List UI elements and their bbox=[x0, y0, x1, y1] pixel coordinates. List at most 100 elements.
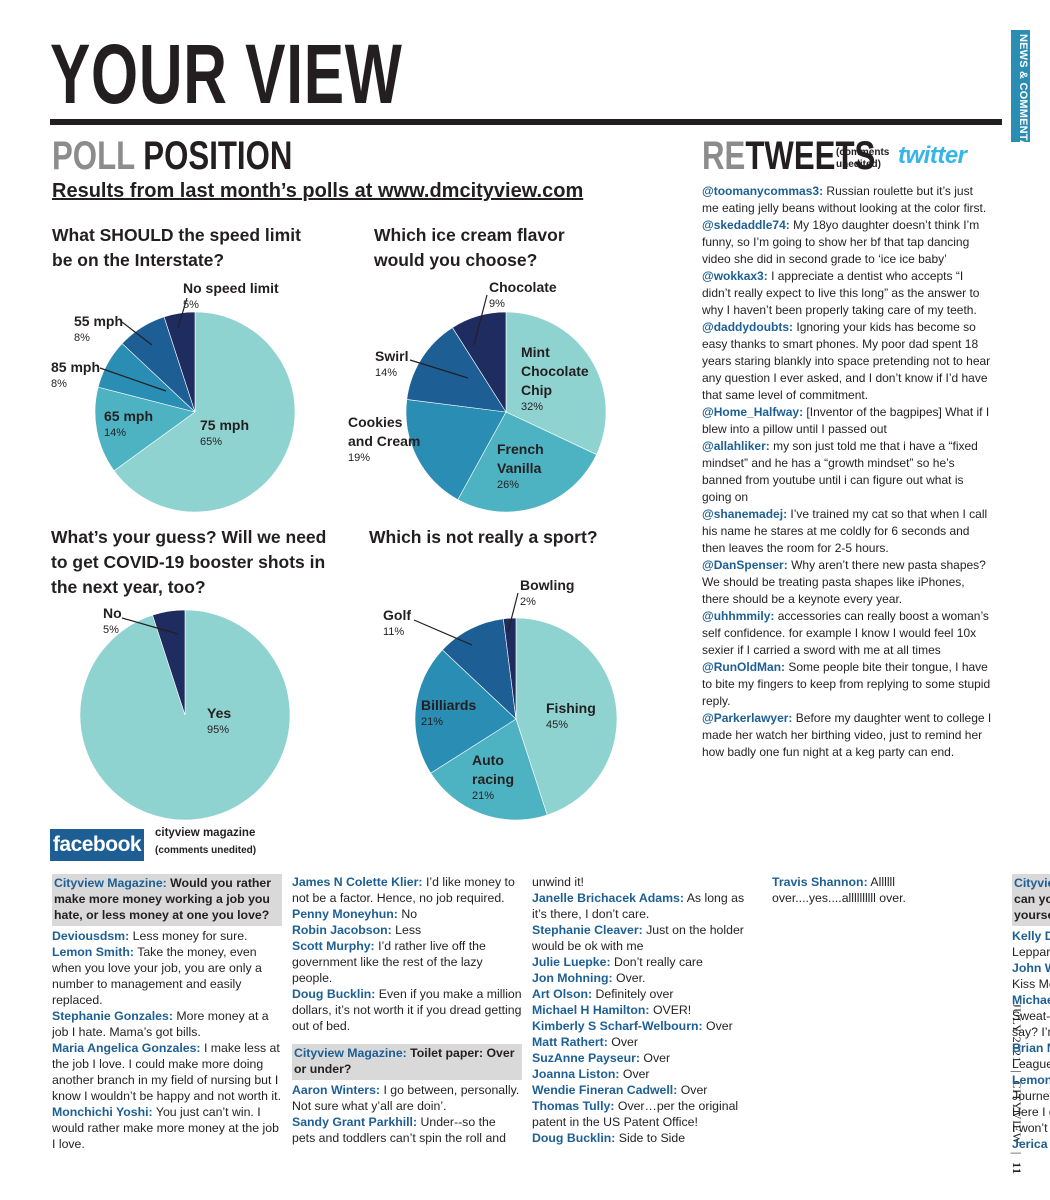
comment: Travis Shannon: Allllll over....yes....a… bbox=[772, 874, 1002, 906]
slice-label: Fishing 45% bbox=[546, 699, 626, 733]
comment-text: Over…per the original patent in the US P… bbox=[532, 1099, 739, 1129]
tweet-text: Ignoring your kids has become so easy th… bbox=[702, 320, 991, 402]
tweet-handle: @shanemadej: bbox=[702, 507, 788, 521]
tweet-handle: @toomanycommas3: bbox=[702, 184, 824, 198]
slice-label: French Vanilla 26% bbox=[497, 440, 577, 493]
slice-label: Cookies and Cream 19% bbox=[348, 413, 428, 466]
retweets-title-light: RE bbox=[702, 134, 746, 178]
poll-title-bold: POSITION bbox=[143, 134, 293, 178]
header-rule bbox=[50, 119, 1002, 125]
comment-author: Robin Jacobson: bbox=[292, 923, 392, 937]
question-handle: Cityview Magazine: bbox=[1014, 876, 1050, 890]
slice-value: 8% bbox=[74, 332, 90, 344]
slice-name: Bowling bbox=[520, 577, 575, 593]
comment-author: Thomas Tully: bbox=[532, 1099, 615, 1113]
tweet-text: Why aren’t there new pasta shapes? We sh… bbox=[702, 558, 986, 606]
tweet-handle: @Parkerlawyer: bbox=[702, 711, 793, 725]
comment-text: Don’t really care bbox=[614, 955, 703, 969]
page-number: 11 bbox=[1010, 1162, 1024, 1175]
slice-label: Bowling 2% bbox=[520, 576, 600, 610]
question-handle: Cityview Magazine: bbox=[294, 1046, 407, 1060]
comment-author: Kimberly S Scharf-Welbourn: bbox=[532, 1019, 703, 1033]
tweet: @allahliker: my son just told me that i … bbox=[702, 438, 992, 506]
comment-author: SuzAnne Payseur: bbox=[532, 1051, 640, 1065]
twitter-logo: twitter bbox=[898, 142, 967, 169]
comment-text: Definitely over bbox=[595, 987, 674, 1001]
retweets-title: RETWEETS bbox=[702, 134, 875, 179]
tweet-handle: @uhhmmily: bbox=[702, 609, 775, 623]
comment-text: Surfacing- Slipknot In League- Bile bbox=[1012, 1057, 1050, 1071]
question-text: Would you rather make more money working… bbox=[54, 876, 272, 922]
tweet-handle: @skedaddle74: bbox=[702, 218, 790, 232]
tweet-handle: @allahliker: bbox=[702, 439, 770, 453]
tweet-text: [Inventor of the bagpipes] What if I ble… bbox=[702, 405, 990, 436]
comment-author: Travis Shannon: bbox=[772, 875, 868, 889]
tweet-handle: @daddydoubts: bbox=[702, 320, 794, 334]
comment-text: Over bbox=[622, 1067, 650, 1081]
slice-value: 14% bbox=[375, 367, 398, 379]
tweet-handle: @wokkax3: bbox=[702, 269, 768, 283]
comment-author: Sandy Grant Parkhill: bbox=[292, 1115, 418, 1129]
tweet-list: @toomanycommas3: Russian roulette but it… bbox=[702, 183, 992, 761]
comment-author: Lemon Smith: bbox=[52, 945, 134, 959]
comment: Penny Moneyhun: No bbox=[292, 906, 522, 922]
slice-name: Auto racing bbox=[472, 752, 515, 787]
comment-author: Jerica Ballard: bbox=[1012, 1137, 1050, 1151]
comment-text: Over bbox=[611, 1035, 638, 1049]
slice-name: Billiards bbox=[421, 697, 477, 713]
comment-author: Maria Angelica Gonzales: bbox=[52, 1041, 201, 1055]
tweet: @uhhmmily: accessories can really boost … bbox=[702, 608, 992, 659]
comment-author: Deviousdsm: bbox=[52, 929, 130, 943]
comment: Thomas Tully: Over…per the original pate… bbox=[532, 1098, 762, 1130]
thread-question: Cityview Magazine: Toilet paper: Over or… bbox=[292, 1044, 522, 1080]
comment: Lemon Smith: Take the money, even when y… bbox=[52, 944, 282, 1008]
slice-value: 8% bbox=[51, 378, 67, 390]
comment: Aaron Winters: I go between, personally.… bbox=[292, 1082, 522, 1114]
footer-separator: | bbox=[1010, 1151, 1024, 1155]
slice-value: 65% bbox=[200, 436, 223, 448]
comment: Michael H Hamilton: OVER! bbox=[532, 1002, 762, 1018]
leader-line bbox=[99, 367, 167, 392]
tweet-text: my son just told me that i have a “fixed… bbox=[702, 439, 978, 504]
comment-author: Stephanie Cleaver: bbox=[532, 923, 643, 937]
slice-value: 5% bbox=[103, 624, 119, 636]
slice-name: Mint Chocolate Chip bbox=[521, 344, 589, 398]
comment: Julie Luepke: Don’t really care bbox=[532, 954, 762, 970]
slice-label: No 5% bbox=[103, 604, 143, 638]
pie-slice bbox=[163, 311, 196, 413]
comment: Robin Jacobson: Less bbox=[292, 922, 522, 938]
tweet-handle: @DanSpenser: bbox=[702, 558, 788, 572]
tweet-text: My 18yo daughter doesn’t think I’m funny… bbox=[702, 218, 980, 266]
tweet: @DanSpenser: Why aren’t there new pasta … bbox=[702, 557, 992, 608]
comment: Doug Bucklin: Even if you make a million… bbox=[292, 986, 522, 1034]
poll-charts bbox=[79, 294, 618, 821]
slice-value: 2% bbox=[520, 596, 536, 608]
leader-line bbox=[121, 617, 179, 635]
comment: Janelle Brichacek Adams: As long as it’s… bbox=[532, 890, 762, 922]
comment-author: Aaron Winters: bbox=[292, 1083, 381, 1097]
slice-label: Chocolate 9% bbox=[489, 278, 579, 312]
comment-author: Michael H Hamilton: bbox=[1012, 993, 1050, 1007]
comment-author: Stephanie Gonzales: bbox=[52, 1009, 173, 1023]
comment-author: Matt Rathert: bbox=[532, 1035, 608, 1049]
slice-value: 95% bbox=[207, 724, 230, 736]
comment-author: Jon Mohning: bbox=[532, 971, 613, 985]
comment-text: Over. bbox=[616, 971, 646, 985]
comment-author: Doug Bucklin: bbox=[292, 987, 376, 1001]
comment-text: I’d rather live off the government like … bbox=[292, 939, 486, 985]
comment-text: Less bbox=[395, 923, 422, 937]
comment: Maria Angelica Gonzales: I make less at … bbox=[52, 1040, 282, 1104]
pie-slice bbox=[515, 617, 618, 816]
slice-name: Yes bbox=[207, 705, 232, 721]
slice-value: 19% bbox=[348, 452, 371, 464]
section-tab-label: NEWS & COMMENTARY bbox=[1017, 34, 1029, 164]
slice-label: 65 mph 14% bbox=[104, 407, 184, 441]
leader-line bbox=[413, 619, 473, 646]
leader-line bbox=[177, 297, 188, 329]
slice-value: 14% bbox=[104, 427, 127, 439]
pie-slice bbox=[405, 399, 507, 501]
tweet: @daddydoubts: Ignoring your kids has bec… bbox=[702, 319, 992, 404]
comment: Stephanie Gonzales: More money at a job … bbox=[52, 1008, 282, 1040]
slice-label: 75 mph 65% bbox=[200, 416, 280, 450]
